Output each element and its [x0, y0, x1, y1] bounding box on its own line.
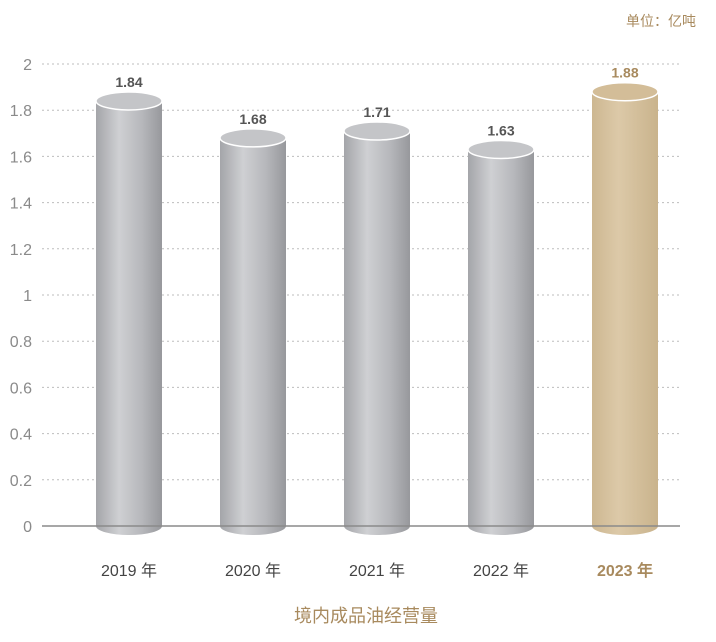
y-tick-label: 0.6 [10, 380, 32, 397]
bar-2021年: 1.71 [343, 104, 411, 536]
value-label: 1.88 [611, 65, 638, 81]
y-tick-label: 0 [23, 519, 32, 536]
y-axis-ticks: 0 0.2 0.4 0.6 0.8 1 1.2 1.4 1.6 1.8 2 [10, 57, 32, 536]
value-label: 1.84 [115, 74, 142, 90]
y-tick-label: 1.6 [10, 149, 32, 166]
bar-body [344, 130, 410, 536]
bar-2023年: 1.88 [591, 65, 659, 535]
y-tick-label: 1.4 [10, 196, 32, 213]
bar-body [220, 137, 286, 536]
bar-body [468, 149, 534, 535]
y-tick-label: 2 [23, 57, 32, 74]
chart-title: 境内成品油经营量 [294, 606, 438, 627]
y-tick-label: 0.4 [10, 427, 32, 444]
bar-2022年: 1.63 [467, 122, 535, 535]
x-tick-label: 2020 年 [225, 562, 281, 580]
bar-top [219, 128, 287, 148]
y-tick-label: 1.8 [10, 103, 32, 120]
value-label: 1.68 [239, 111, 266, 127]
bar-top [95, 91, 163, 111]
x-tick-label: 2023 年 [597, 561, 653, 580]
bar-top [467, 139, 535, 160]
x-tick-label: 2022 年 [473, 562, 529, 580]
y-tick-label: 0.2 [10, 473, 32, 490]
value-label: 1.63 [487, 122, 514, 138]
bar-2019年: 1.84 [95, 74, 163, 536]
bar-top [343, 121, 411, 141]
x-axis-labels: 2019 年 2020 年 2021 年 2022 年 2023 年 [101, 561, 653, 580]
unit-label: 单位：亿吨 [626, 14, 696, 30]
y-tick-label: 1 [23, 288, 32, 305]
x-tick-label: 2021 年 [349, 562, 405, 580]
value-label: 1.71 [363, 104, 390, 120]
bars: 1.84 1.68 1.71 1.63 1.88 [95, 65, 659, 536]
bar-2020年: 1.68 [219, 111, 287, 536]
y-tick-label: 1.2 [10, 242, 32, 259]
bar-top [591, 81, 659, 102]
bar-body [96, 100, 162, 536]
y-tick-label: 0.8 [10, 334, 32, 351]
bar-body [592, 91, 658, 535]
x-tick-label: 2019 年 [101, 562, 157, 580]
